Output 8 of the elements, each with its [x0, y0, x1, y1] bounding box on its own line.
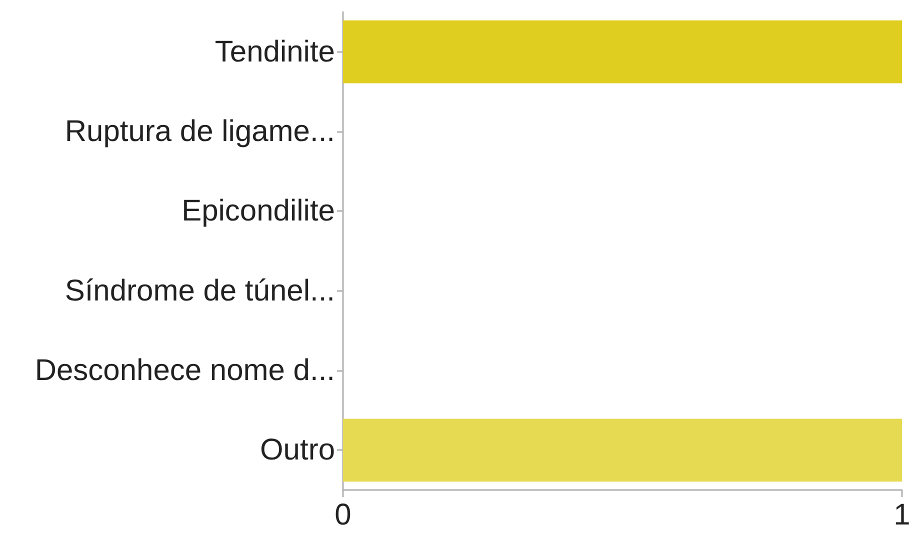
y-tick-label: Tendinite — [214, 35, 335, 68]
y-tick-label: Epicondilite — [182, 194, 335, 228]
x-tick-label: 0 — [334, 498, 352, 532]
y-tick-label: Ruptura de ligame... — [64, 115, 335, 148]
x-tick-label: 1 — [894, 498, 910, 532]
y-tick-label: Outro — [260, 434, 335, 467]
y-tick-label: Síndrome de túnel... — [64, 274, 335, 308]
y-tick-label: Desconhece nome d... — [34, 354, 335, 387]
